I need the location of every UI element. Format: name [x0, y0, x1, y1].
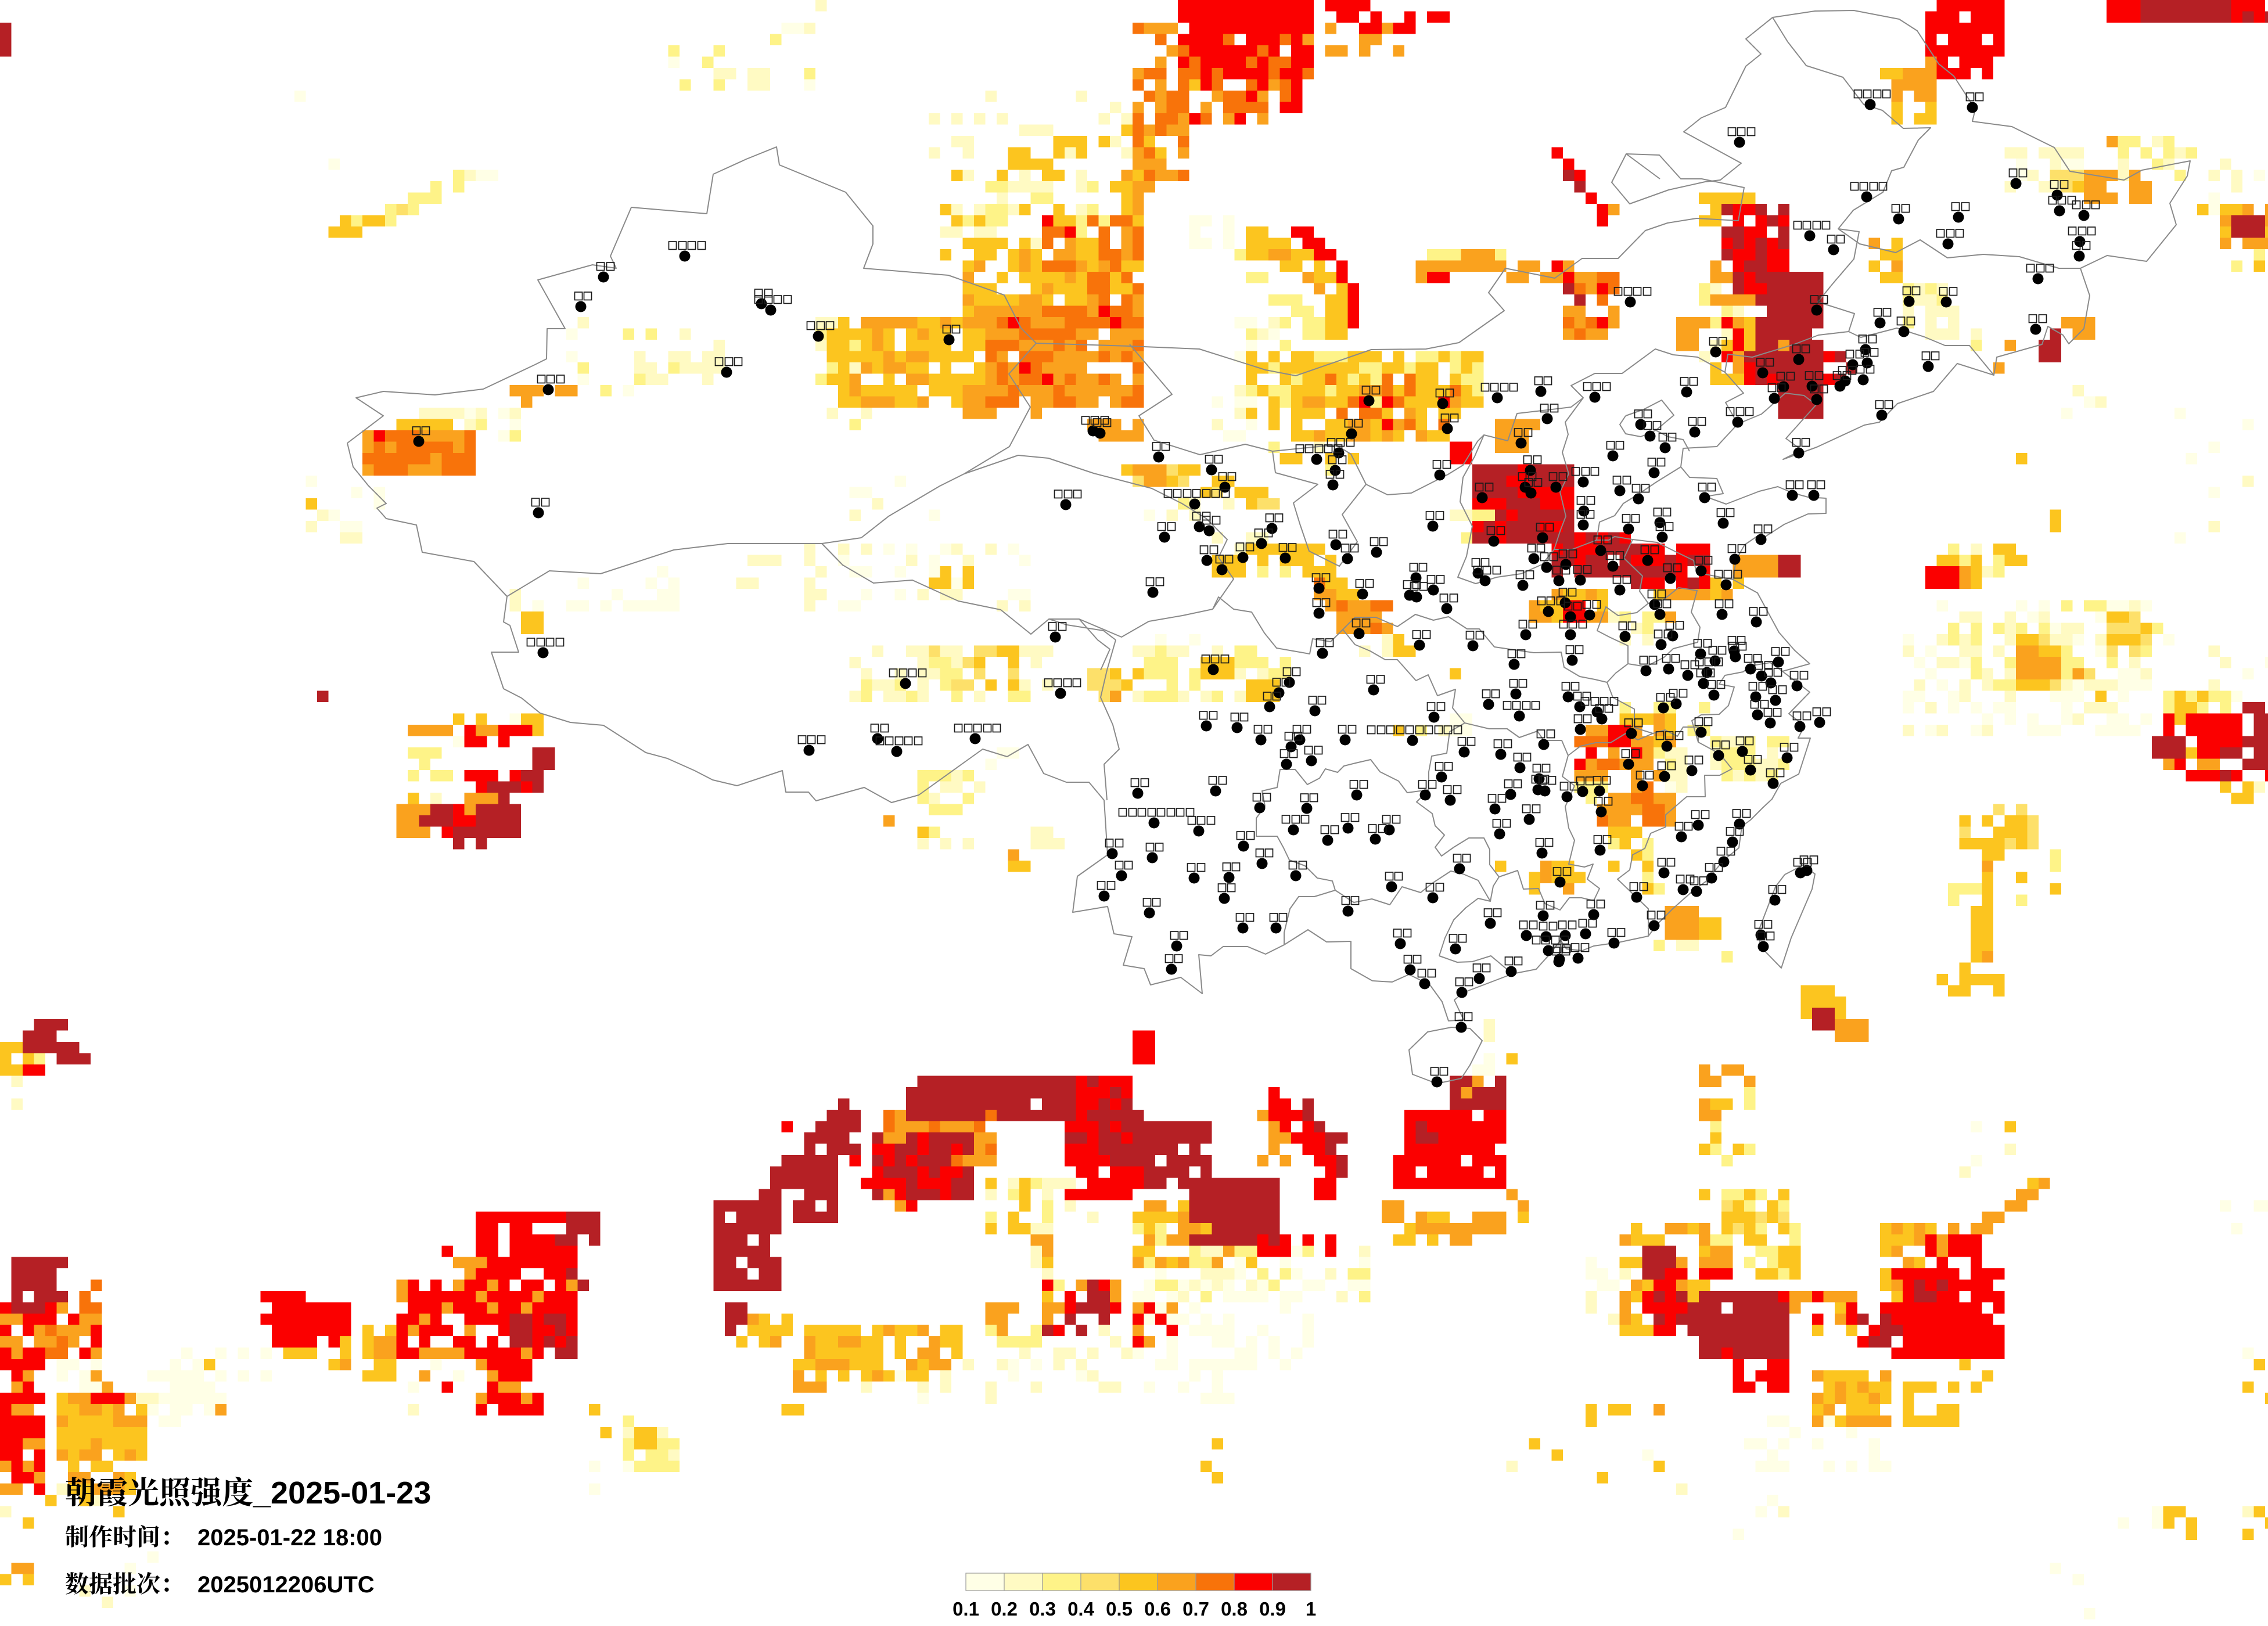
svg-text:0.7: 0.7	[1182, 1598, 1209, 1620]
svg-text:0.3: 0.3	[1029, 1598, 1056, 1620]
svg-text:0.9: 0.9	[1259, 1598, 1286, 1620]
svg-text:0.2: 0.2	[991, 1598, 1018, 1620]
svg-text:0.1: 0.1	[953, 1598, 979, 1620]
svg-text:_2025-01-23: _2025-01-23	[253, 1476, 431, 1510]
svg-text:0.4: 0.4	[1067, 1598, 1095, 1620]
svg-text:0.5: 0.5	[1106, 1598, 1133, 1620]
svg-text:2025012206UTC: 2025012206UTC	[197, 1572, 375, 1598]
svg-text:1: 1	[1306, 1598, 1316, 1620]
svg-text:0.6: 0.6	[1144, 1598, 1171, 1620]
svg-text:0.8: 0.8	[1221, 1598, 1248, 1620]
svg-text:2025-01-22 18:00: 2025-01-22 18:00	[197, 1525, 382, 1551]
